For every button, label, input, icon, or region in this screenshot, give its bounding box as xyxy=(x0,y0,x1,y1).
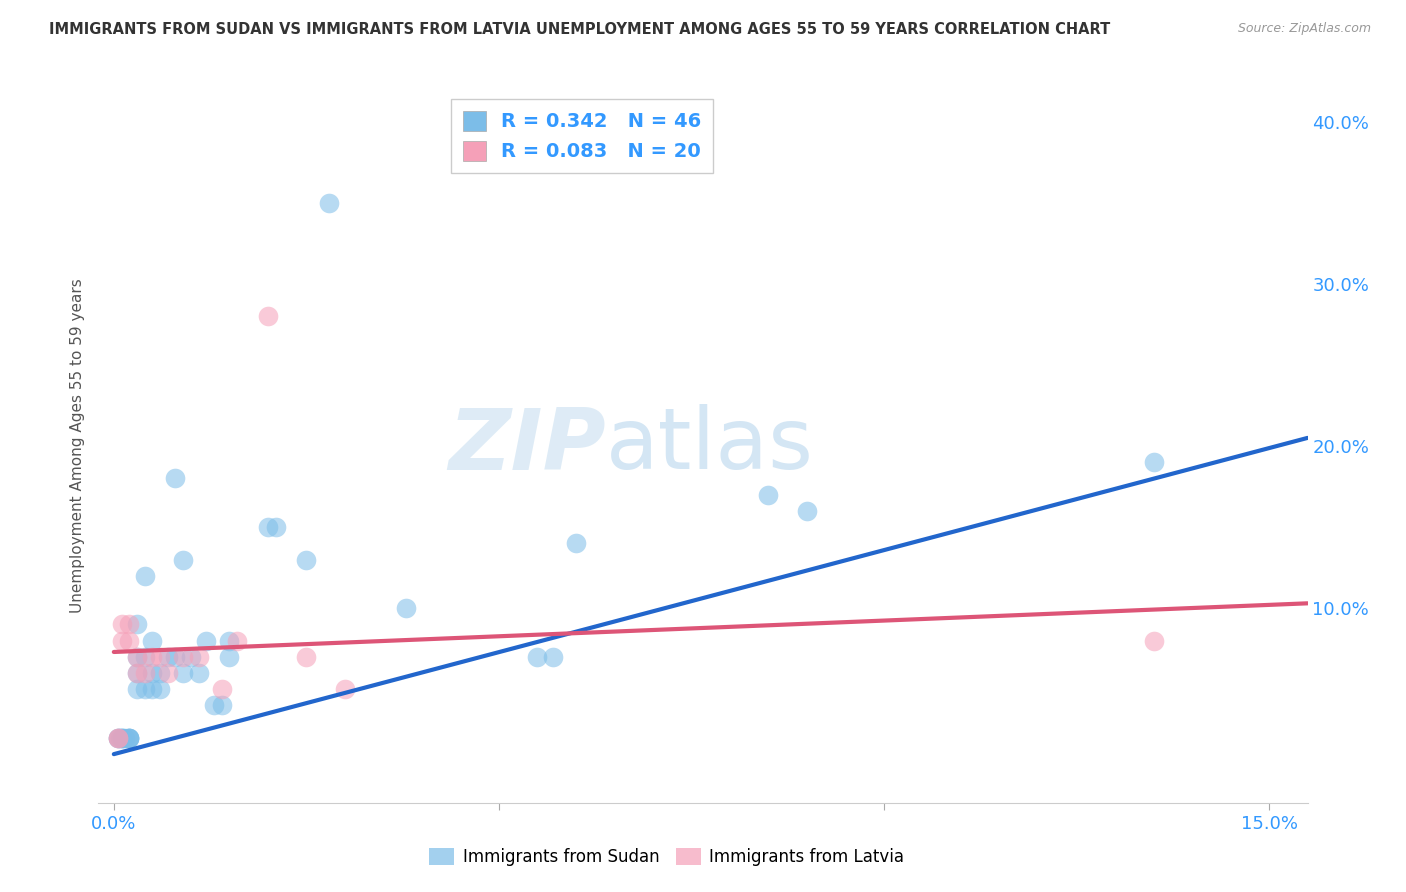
Point xyxy=(149,682,172,697)
Point xyxy=(110,617,132,632)
Point xyxy=(526,649,548,664)
Point xyxy=(107,731,129,745)
Point xyxy=(295,649,318,664)
Point xyxy=(125,666,148,681)
Point xyxy=(125,617,148,632)
Point xyxy=(180,649,202,664)
Point xyxy=(141,682,163,697)
Point xyxy=(110,731,132,745)
Point xyxy=(125,649,148,664)
Point xyxy=(211,698,233,713)
Text: atlas: atlas xyxy=(606,404,814,488)
Point xyxy=(395,601,418,615)
Point xyxy=(172,552,194,566)
Point xyxy=(108,731,131,745)
Y-axis label: Unemployment Among Ages 55 to 59 years: Unemployment Among Ages 55 to 59 years xyxy=(69,278,84,614)
Point xyxy=(141,649,163,664)
Point xyxy=(107,731,129,745)
Point xyxy=(218,649,240,664)
Point xyxy=(172,649,194,664)
Point xyxy=(295,552,318,566)
Point xyxy=(149,666,172,681)
Point xyxy=(172,666,194,681)
Point xyxy=(118,617,141,632)
Point xyxy=(264,520,287,534)
Point xyxy=(165,649,187,664)
Point xyxy=(118,731,141,745)
Point xyxy=(156,649,179,664)
Point xyxy=(118,731,141,745)
Point xyxy=(134,666,156,681)
Point xyxy=(134,568,156,582)
Point xyxy=(257,310,280,324)
Point xyxy=(1142,455,1164,469)
Point xyxy=(125,682,148,697)
Point xyxy=(187,649,209,664)
Point xyxy=(114,731,136,745)
Point xyxy=(107,731,129,745)
Point xyxy=(195,633,218,648)
Point xyxy=(125,649,148,664)
Text: IMMIGRANTS FROM SUDAN VS IMMIGRANTS FROM LATVIA UNEMPLOYMENT AMONG AGES 55 TO 59: IMMIGRANTS FROM SUDAN VS IMMIGRANTS FROM… xyxy=(49,22,1111,37)
Point xyxy=(118,731,141,745)
Point xyxy=(758,488,780,502)
Point xyxy=(257,520,280,534)
Point xyxy=(796,504,818,518)
Point xyxy=(141,666,163,681)
Point xyxy=(333,682,356,697)
Point xyxy=(118,633,141,648)
Point xyxy=(1142,633,1164,648)
Point xyxy=(226,633,249,648)
Text: Source: ZipAtlas.com: Source: ZipAtlas.com xyxy=(1237,22,1371,36)
Point xyxy=(125,666,148,681)
Point xyxy=(149,649,172,664)
Point xyxy=(202,698,225,713)
Point xyxy=(107,731,129,745)
Point xyxy=(110,731,132,745)
Point xyxy=(187,666,209,681)
Legend: Immigrants from Sudan, Immigrants from Latvia: Immigrants from Sudan, Immigrants from L… xyxy=(423,841,911,873)
Point xyxy=(118,731,141,745)
Point xyxy=(211,682,233,697)
Point xyxy=(156,666,179,681)
Point xyxy=(110,633,132,648)
Point xyxy=(318,195,340,210)
Point xyxy=(565,536,588,550)
Point xyxy=(110,731,132,745)
Point xyxy=(541,649,564,664)
Text: ZIP: ZIP xyxy=(449,404,606,488)
Point xyxy=(134,682,156,697)
Point xyxy=(141,633,163,648)
Point xyxy=(218,633,240,648)
Point xyxy=(134,649,156,664)
Point xyxy=(165,471,187,485)
